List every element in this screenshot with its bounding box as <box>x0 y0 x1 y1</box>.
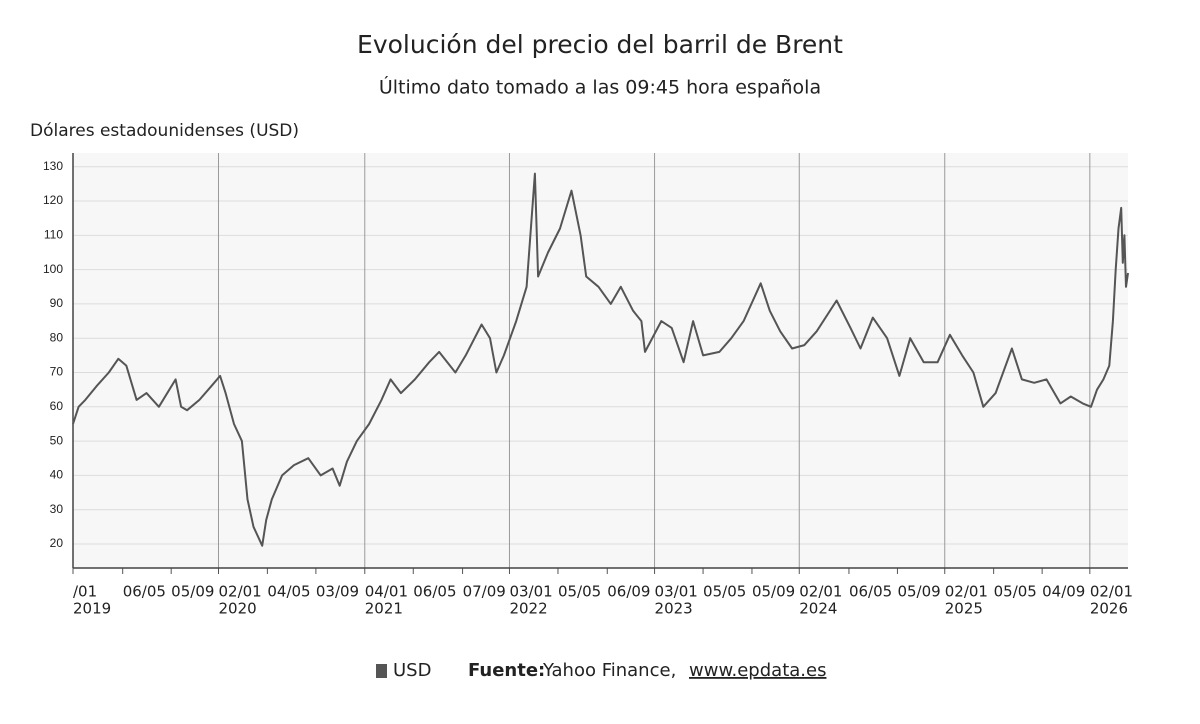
x-tick-label: 06/05 <box>413 583 456 601</box>
x-tick-year: 2025 <box>945 600 983 618</box>
x-tick-year: 2020 <box>218 600 256 618</box>
source-label: Fuente: <box>468 660 545 681</box>
y-tick-label: 90 <box>50 296 64 310</box>
y-tick-label: 120 <box>43 193 63 207</box>
legend-label: USD <box>393 660 431 681</box>
x-tick-label: 05/09 <box>171 583 214 601</box>
x-tick-year: 2019 <box>73 600 111 618</box>
x-tick-label: 06/05 <box>849 583 892 601</box>
chart-title: Evolución del precio del barril de Brent <box>357 30 843 59</box>
x-tick-year: 2021 <box>365 600 403 618</box>
x-tick-label: /01 <box>73 583 97 601</box>
x-tick-label: 06/09 <box>607 583 650 601</box>
x-tick-label: 04/01 <box>365 583 408 601</box>
y-tick-label: 80 <box>50 330 64 344</box>
x-tick-label: 05/09 <box>752 583 795 601</box>
legend-swatch <box>376 664 387 678</box>
x-tick-label: 02/01 <box>799 583 842 601</box>
x-tick-year: 2026 <box>1090 600 1128 618</box>
y-tick-label: 60 <box>50 399 64 413</box>
y-tick-label: 110 <box>44 227 63 241</box>
x-tick-label: 04/05 <box>267 583 310 601</box>
x-tick-label: 03/01 <box>509 583 552 601</box>
y-tick-label: 40 <box>50 468 64 482</box>
x-tick-label: 02/01 <box>945 583 988 601</box>
x-tick-year: 2024 <box>799 600 837 618</box>
chart-subtitle: Último dato tomado a las 09:45 hora espa… <box>379 75 821 99</box>
y-axis-label: Dólares estadounidenses (USD) <box>30 121 299 141</box>
source-link[interactable]: www.epdata.es <box>689 660 826 681</box>
x-tick-label: 07/09 <box>463 583 506 601</box>
x-tick-label: 05/05 <box>703 583 746 601</box>
x-tick-label: 05/09 <box>897 583 940 601</box>
y-tick-label: 130 <box>43 159 63 173</box>
x-tick-label: 02/01 <box>1090 583 1133 601</box>
y-tick-label: 20 <box>50 536 64 550</box>
x-tick-label: 05/05 <box>558 583 601 601</box>
x-tick-year: 2023 <box>655 600 693 618</box>
series-line <box>72 172 1129 547</box>
x-tick-label: 02/01 <box>218 583 261 601</box>
y-tick-label: 30 <box>50 502 64 516</box>
y-tick-label: 50 <box>50 433 64 447</box>
plot-area <box>73 153 1128 568</box>
x-tick-label: 03/09 <box>316 583 359 601</box>
x-tick-label: 06/05 <box>123 583 166 601</box>
x-tick-label: 05/05 <box>994 583 1037 601</box>
x-tick-label: 04/09 <box>1042 583 1085 601</box>
x-tick-year: 2022 <box>509 600 547 618</box>
y-tick-label: 100 <box>43 262 63 276</box>
x-tick-label: 03/01 <box>655 583 698 601</box>
y-tick-label: 70 <box>50 365 64 379</box>
source-text: Yahoo Finance, <box>542 660 676 681</box>
